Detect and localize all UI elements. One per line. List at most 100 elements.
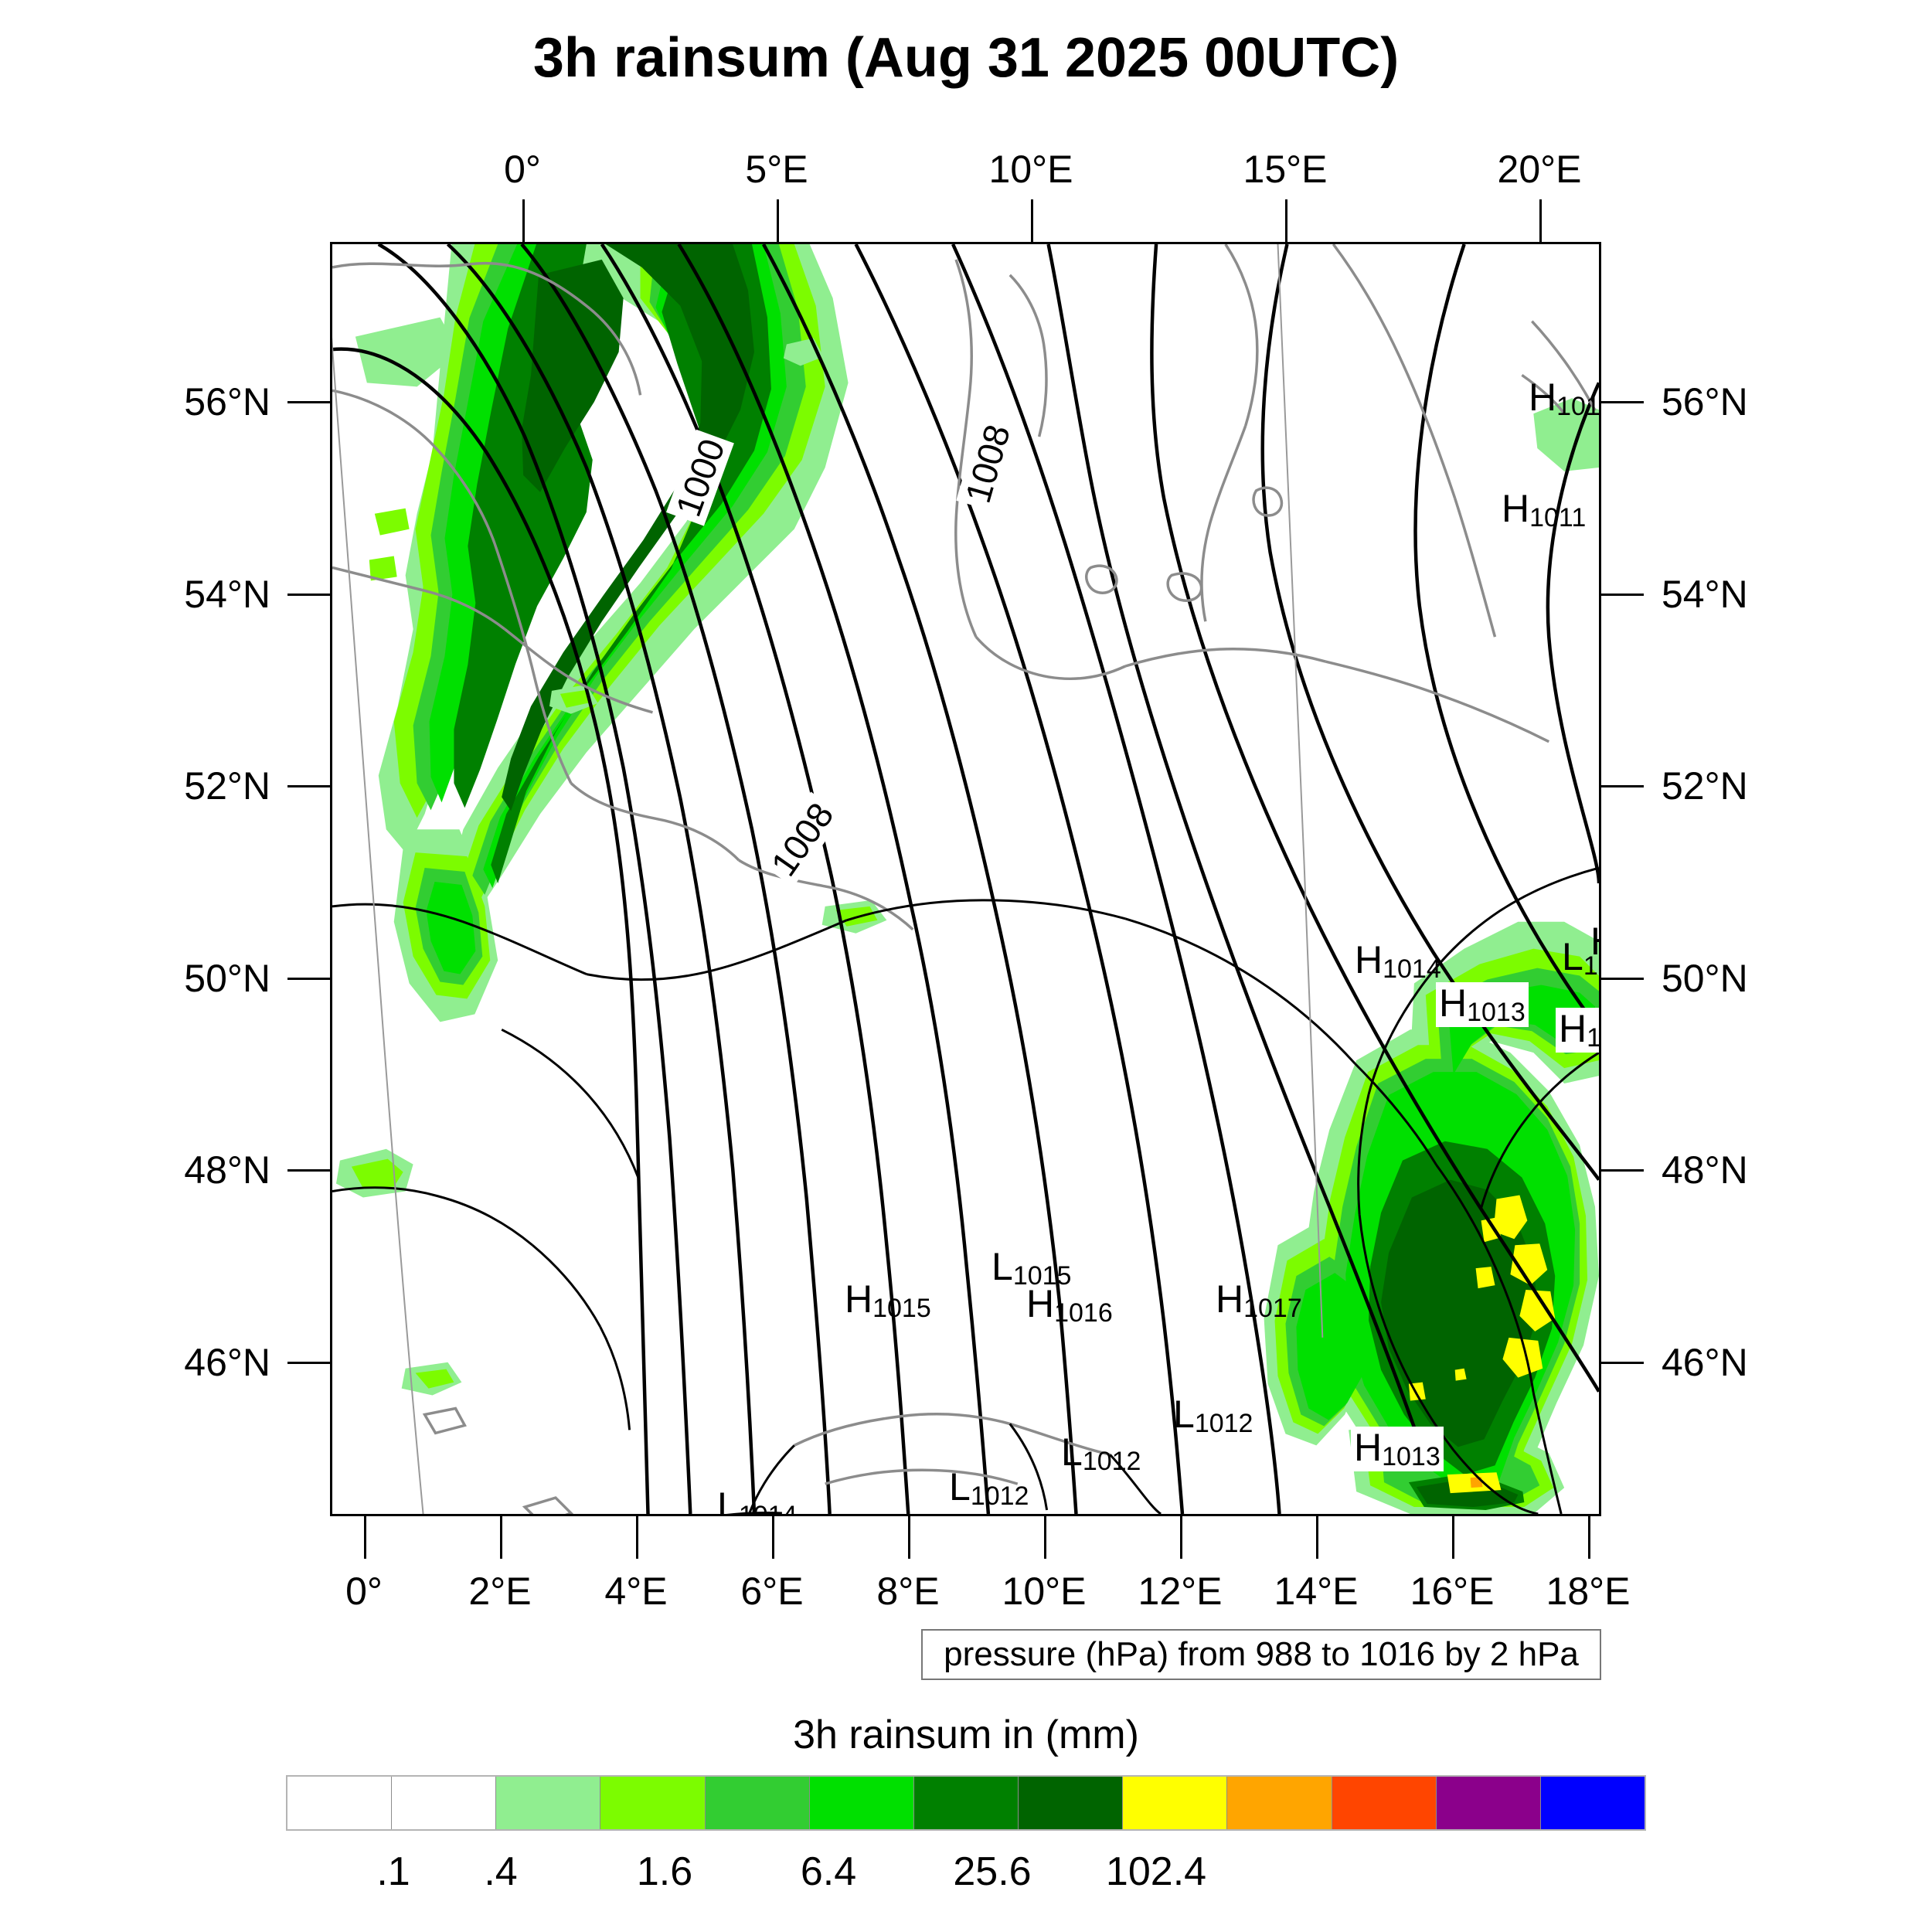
pressure-centre-h-1013-b: H1013 [1351, 1427, 1444, 1471]
country-borders [332, 866, 1599, 1514]
map-plot-area[interactable]: 1000 1008 1008 H1011 H1011 H1014 L1 H H1… [330, 242, 1601, 1516]
pressure-centre-value: 1015 [1012, 1261, 1072, 1291]
projection-graticule [332, 244, 1324, 1514]
pressure-centre-l-1012-c: L1012 [949, 1468, 1029, 1509]
axis-label-left-2: 52°N [184, 764, 270, 808]
tick-left-4 [287, 1169, 330, 1172]
pressure-centre-type: L [1061, 1430, 1083, 1474]
axis-label-top-2: 10°E [988, 148, 1073, 191]
colorbar[interactable] [286, 1775, 1646, 1831]
axis-label-bottom-6: 12°E [1138, 1570, 1223, 1613]
pressure-centre-h-1016: H1016 [1026, 1284, 1113, 1326]
colorbar-cell-9[interactable] [1227, 1777, 1332, 1829]
tick-top-0 [522, 199, 525, 242]
axis-label-top-1: 5°E [745, 148, 808, 191]
tick-bottom-6 [1180, 1516, 1182, 1559]
colorbar-cell-4[interactable] [705, 1777, 810, 1829]
axis-label-left-4: 48°N [184, 1148, 270, 1192]
tick-top-4 [1539, 199, 1542, 242]
colorbar-cell-2[interactable] [496, 1777, 601, 1829]
colorbar-cell-7[interactable] [1019, 1777, 1124, 1829]
tick-left-1 [287, 594, 330, 596]
colorbar-cell-1[interactable] [392, 1777, 497, 1829]
axis-label-left-1: 54°N [184, 573, 270, 616]
colorbar-cell-8[interactable] [1123, 1777, 1228, 1829]
colorbar-cell-3[interactable] [600, 1777, 706, 1829]
tick-top-3 [1285, 199, 1287, 242]
pressure-centre-value: 1013 [1382, 1442, 1440, 1471]
coastlines [332, 244, 1597, 1514]
axis-label-bottom-0: 0° [345, 1570, 383, 1613]
tick-bottom-4 [908, 1516, 910, 1559]
axis-label-right-0: 56°N [1662, 380, 1748, 423]
pressure-centre-type: L [949, 1465, 971, 1509]
pressure-centre-value: 1016 [1054, 1298, 1113, 1328]
precip-shading-northwest [355, 244, 849, 1022]
pressure-centre-h-1011-a: H1011 [1529, 376, 1599, 421]
page-title: 3h rainsum (Aug 31 2025 00UTC) [532, 27, 1400, 89]
pressure-centre-type: L [717, 1485, 739, 1516]
isobar-contours [332, 244, 1599, 1514]
tick-right-1 [1601, 594, 1644, 596]
tick-right-4 [1601, 1169, 1644, 1172]
tick-top-1 [777, 199, 779, 242]
pressure-centre-value: 1011 [1556, 392, 1599, 421]
pressure-centre-value: 101 [1587, 1023, 1601, 1053]
colorbar-cell-5[interactable] [809, 1777, 914, 1829]
tick-bottom-5 [1044, 1516, 1046, 1559]
colorbar-cell-12[interactable] [1540, 1777, 1645, 1829]
pressure-centre-type: H [1355, 938, 1383, 981]
tick-right-5 [1601, 1362, 1644, 1364]
colorbar-label-4: 25.6 [953, 1849, 1032, 1894]
colorbar-label-2: 1.6 [636, 1849, 693, 1894]
pressure-centre-value: 1012 [1082, 1447, 1141, 1476]
pressure-centre-h-1011-b: H1011 [1502, 489, 1586, 531]
axis-label-top-0: 0° [504, 148, 541, 191]
tick-bottom-1 [500, 1516, 502, 1559]
axis-label-top-3: 15°E [1243, 148, 1328, 191]
axis-label-bottom-3: 6°E [740, 1570, 804, 1613]
axis-label-left-3: 50°N [184, 957, 270, 1000]
axis-label-left-5: 46°N [184, 1341, 270, 1384]
tick-right-2 [1601, 785, 1644, 787]
pressure-centre-type: H [845, 1277, 873, 1321]
pressure-centre-type: L [856, 1508, 878, 1514]
pressure-centre-value: 1014 [1383, 954, 1441, 984]
pressure-centre-l-1012-d: L1012 [856, 1508, 936, 1514]
colorbar-cell-0[interactable] [287, 1777, 393, 1829]
pressure-centre-value: 1015 [872, 1294, 931, 1323]
pressure-centre-l-1012-b: L1012 [1061, 1433, 1141, 1475]
tick-left-0 [287, 401, 330, 403]
tick-right-0 [1601, 401, 1644, 403]
pressure-centre-value: 1012 [970, 1481, 1029, 1511]
pressure-centre-type: H [1590, 920, 1599, 963]
pressure-centre-type: H [1354, 1426, 1383, 1469]
pressure-centre-h-101-partial: H101 [1556, 1008, 1601, 1053]
colorbar-cell-6[interactable] [913, 1777, 1019, 1829]
pressure-centre-type: L [1562, 935, 1583, 978]
colorbar-label-0: .1 [376, 1849, 410, 1894]
axis-label-bottom-5: 10°E [1002, 1570, 1087, 1613]
tick-left-5 [287, 1362, 330, 1364]
colorbar-title: 3h rainsum in (mm) [793, 1713, 1139, 1757]
axis-label-bottom-8: 16°E [1410, 1570, 1495, 1613]
axis-label-right-4: 48°N [1662, 1148, 1748, 1192]
axis-label-bottom-4: 8°E [876, 1570, 940, 1613]
pressure-centre-h-partial-b: H [590, 1508, 617, 1514]
axis-label-right-1: 54°N [1662, 573, 1748, 616]
colorbar-cell-11[interactable] [1436, 1777, 1541, 1829]
colorbar-cell-10[interactable] [1332, 1777, 1437, 1829]
pressure-centre-type: H [1439, 981, 1468, 1025]
pressure-centre-type: L [992, 1245, 1013, 1288]
pressure-centre-value: 1 [1583, 951, 1598, 981]
pressure-centre-type: H [1216, 1277, 1244, 1321]
pressure-centre-l-1012-a: L1012 [1173, 1395, 1253, 1437]
tick-bottom-8 [1452, 1516, 1454, 1559]
axis-label-bottom-1: 2°E [468, 1570, 532, 1613]
tick-left-3 [287, 978, 330, 980]
map-canvas [332, 244, 1599, 1514]
pressure-centre-h-1014: H1014 [1355, 940, 1441, 982]
pressure-centre-type: H [1529, 376, 1557, 419]
pressure-centre-l-1015: L1015 [992, 1247, 1071, 1289]
pressure-centre-type: H [590, 1508, 617, 1514]
